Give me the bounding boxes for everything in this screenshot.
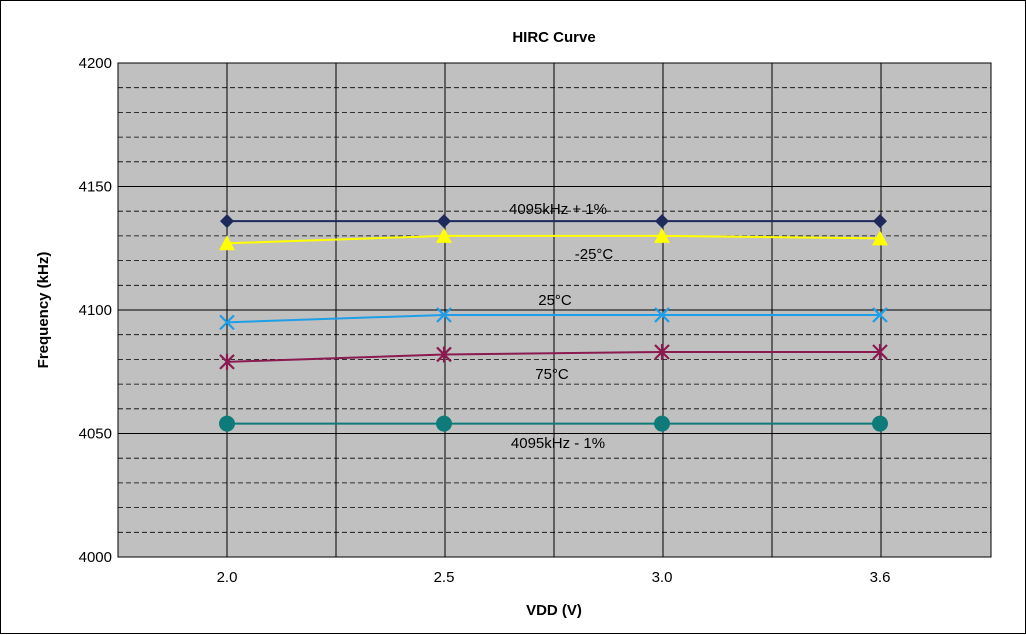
- data-point: [436, 346, 452, 363]
- x-axis-title: VDD (V): [526, 602, 582, 619]
- series-4: [219, 415, 888, 432]
- grid: [118, 63, 991, 557]
- annotation-25c: 25°C: [538, 292, 572, 309]
- chart-title: HIRC Curve: [512, 29, 595, 46]
- series-layer: [219, 214, 888, 432]
- y-tick-label: 4050: [79, 426, 112, 443]
- x-tick-label: 3.0: [652, 569, 673, 586]
- x-tick-label: 2.0: [217, 569, 238, 586]
- data-point: [654, 307, 670, 323]
- data-point: [655, 214, 669, 229]
- series-line: [226, 234, 881, 245]
- y-tick-label: 4200: [79, 55, 112, 72]
- annotation-minus25c: -25°C: [575, 246, 614, 263]
- data-point: [436, 307, 452, 323]
- y-tick-label: 4100: [79, 302, 112, 319]
- series-line: [226, 313, 880, 324]
- annotation-upper-limit: 4095kHz + 1%: [509, 201, 607, 218]
- data-point: [219, 314, 235, 331]
- y-axis-title: Frequency (kHz): [35, 252, 52, 369]
- x-tick-label: 2.5: [434, 569, 455, 586]
- y-tick-label: 4000: [79, 549, 112, 566]
- series-line: [226, 350, 880, 363]
- data-point: [872, 343, 888, 360]
- y-tick-label: 4150: [79, 179, 112, 196]
- data-point: [654, 227, 670, 243]
- data-point: [872, 230, 888, 246]
- series-3: [219, 343, 888, 370]
- data-point: [219, 235, 235, 251]
- data-point: [437, 214, 451, 229]
- data-point: [436, 227, 452, 243]
- tick-labels: 4000 4050 4100 4150 4200 2.0 2.5 3.0 3.6: [79, 55, 891, 586]
- data-point: [219, 353, 235, 370]
- annotation-75c: 75°C: [535, 366, 569, 383]
- series-1: [219, 227, 888, 251]
- data-point: [872, 307, 888, 323]
- data-point: [654, 343, 670, 360]
- x-tick-label: 3.6: [870, 569, 891, 586]
- data-point: [654, 415, 670, 432]
- data-point: [436, 415, 452, 432]
- data-point: [219, 415, 235, 432]
- annotation-lower-limit: 4095kHz - 1%: [511, 435, 605, 452]
- series-2: [219, 307, 888, 331]
- data-point: [872, 415, 888, 432]
- data-point: [873, 214, 887, 229]
- series-0: [220, 214, 887, 229]
- data-point: [220, 214, 234, 229]
